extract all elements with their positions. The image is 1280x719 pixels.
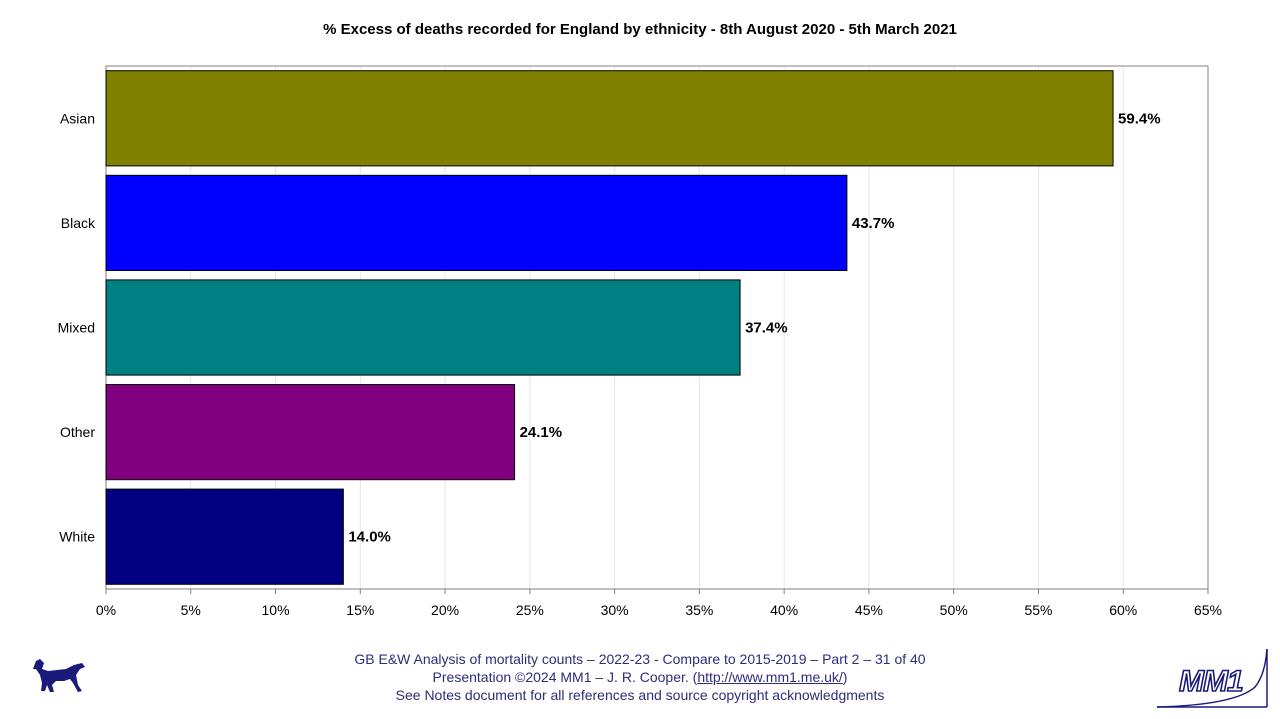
mm1-logo: MM1 — [1155, 647, 1273, 714]
bar-mixed — [105, 279, 741, 376]
data-label-asian: 59.4% — [1118, 110, 1161, 127]
x-tick-label: 50% — [940, 602, 968, 618]
data-labels: 59.4% 43.7% 37.4% 24.1% 14.0% — [348, 110, 1160, 545]
category-label-white: White — [59, 529, 95, 545]
x-tick-label: 25% — [516, 602, 544, 618]
footer: GB E&W Analysis of mortality counts – 20… — [0, 650, 1280, 704]
category-label-black: Black — [61, 215, 96, 231]
category-labels: Asian Black Mixed Other White — [58, 110, 96, 544]
footer-paren: ) — [842, 669, 848, 685]
category-label-mixed: Mixed — [58, 320, 95, 336]
data-label-other: 24.1% — [520, 424, 563, 441]
footer-line-3: See Notes document for all references an… — [395, 687, 885, 703]
bar-other — [105, 384, 516, 481]
x-tick-label: 35% — [685, 602, 713, 618]
website-link[interactable]: http://www.mm1.me.uk/ — [697, 669, 843, 685]
x-tick-label: 10% — [262, 602, 290, 618]
mm1-logo-text: MM1 — [1179, 665, 1243, 698]
chart: 59.4% 43.7% 37.4% 24.1% 14.0% Asian Black Mixe… — [58, 65, 1222, 618]
x-tick-label: 5% — [181, 602, 201, 618]
x-axis-ticks: 0% 5% 10% 15% 20% 25% 30% 35% 40% 45% 50% 55% 60% 65% — [96, 589, 1222, 618]
data-label-white: 14.0% — [348, 529, 391, 546]
bar-black — [105, 174, 848, 271]
data-label-mixed: 37.4% — [745, 320, 788, 337]
x-tick-label: 45% — [855, 602, 883, 618]
category-label-other: Other — [60, 424, 95, 440]
x-tick-label: 65% — [1194, 602, 1222, 618]
x-tick-label: 30% — [601, 602, 629, 618]
x-tick-label: 60% — [1109, 602, 1137, 618]
x-tick-label: 55% — [1024, 602, 1052, 618]
x-tick-label: 15% — [346, 602, 374, 618]
x-tick-label: 0% — [96, 602, 116, 618]
footer-line-2: Presentation ©2024 MM1 – J. R. Cooper. (… — [0, 668, 1280, 686]
bars — [105, 70, 1114, 585]
x-tick-label: 40% — [770, 602, 798, 618]
chart-title: % Excess of deaths recorded for England … — [323, 21, 957, 38]
footer-copyright: Presentation ©2024 MM1 – J. R. Cooper. ( — [432, 669, 698, 685]
bar-asian — [105, 70, 1114, 167]
x-tick-label: 20% — [431, 602, 459, 618]
bar-white — [105, 488, 344, 585]
category-label-asian: Asian — [60, 110, 95, 126]
data-label-black: 43.7% — [852, 215, 895, 232]
footer-line-1: GB E&W Analysis of mortality counts – 20… — [354, 651, 926, 667]
dog-icon — [30, 655, 90, 700]
